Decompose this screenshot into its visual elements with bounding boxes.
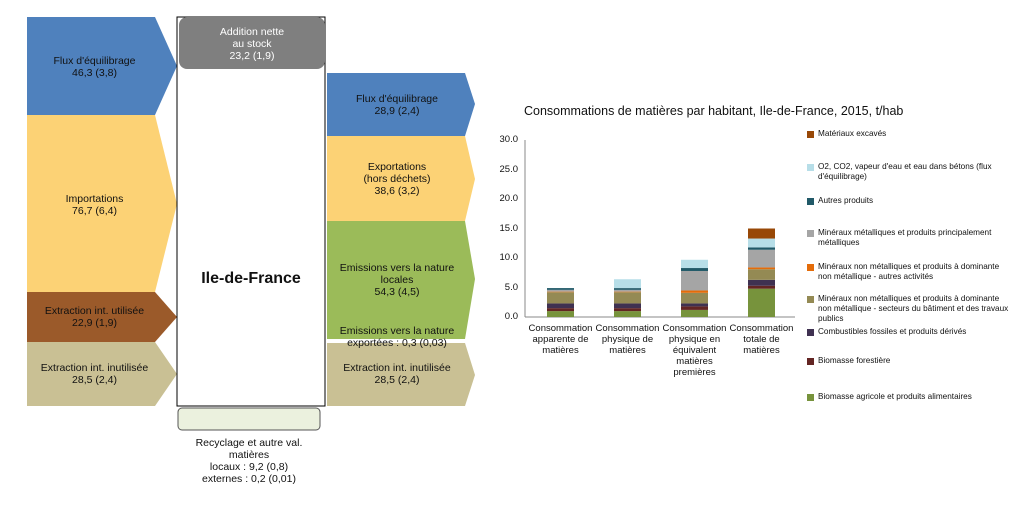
y-tick-label: 30.0	[499, 134, 519, 145]
bar-segment	[681, 290, 708, 293]
category-label: Consommation apparente de matières	[528, 323, 593, 356]
legend-label: Minéraux métalliques et produits princip…	[818, 228, 992, 247]
left-flow-extraction-used-arrow	[27, 292, 177, 342]
bar-segment	[614, 289, 641, 292]
bar-segment	[547, 303, 574, 309]
legend-label: Minéraux non métalliques et produits à d…	[818, 262, 1000, 281]
legend-swatch	[807, 358, 814, 365]
bar-segment	[681, 270, 708, 291]
legend-swatch	[807, 230, 814, 237]
bar-segment	[614, 308, 641, 312]
bar-segment	[681, 306, 708, 310]
right-flow-balancing-label: Flux d'équilibrage 28,9 (2,4)	[356, 93, 438, 117]
bar-segment	[614, 279, 641, 289]
legend-swatch	[807, 264, 814, 271]
y-tick-label: 5.0	[504, 281, 518, 293]
right-flow-extraction-unused-arrow	[327, 343, 475, 406]
stock-addition-label: Addition nette au stock 23,2 (1,9)	[219, 26, 285, 62]
legend-label: Matériaux excavés	[818, 129, 887, 138]
bar-segment	[681, 309, 708, 317]
bar-segment	[748, 238, 775, 248]
y-tick-label: 25.0	[499, 163, 519, 175]
legend-swatch	[807, 198, 814, 205]
y-tick-label: 15.0	[499, 222, 519, 234]
bar-segment	[748, 247, 775, 250]
y-tick-label: 20.0	[499, 193, 519, 204]
bar-segment	[748, 249, 775, 268]
left-flow-extraction-used-label: Extraction int. utilisée 22,9 (1,9)	[44, 305, 145, 329]
legend-swatch	[807, 296, 814, 303]
legend-label: Combustibles fossiles et produits dérivé…	[818, 327, 967, 336]
legend-swatch	[807, 131, 814, 138]
stock-addition-box	[179, 17, 325, 69]
bar-segment	[748, 285, 775, 289]
left-flow-balancing-label: Flux d'équilibrage 46,3 (3,8)	[53, 55, 136, 79]
right-flow-local-emissions-arrow	[327, 221, 475, 339]
bar-segment	[748, 279, 775, 286]
right-flow-extraction-unused-label: Extraction int. inutilisée 28,5 (2,4)	[343, 362, 451, 386]
bar-segment	[547, 289, 574, 292]
y-tick-label: 10.0	[499, 252, 519, 263]
bar-segment	[681, 303, 708, 307]
left-flow-imports-label: Importations 76,7 (6,4)	[65, 193, 124, 217]
bar-segment	[547, 291, 574, 293]
bar-segment	[614, 292, 641, 304]
right-flow-local-emissions-label: Emissions vers la nature locales 54,3 (4…	[339, 262, 455, 298]
bar-segment	[748, 269, 775, 280]
recycling-box	[177, 407, 321, 431]
legend-label: Minéraux non métalliques et produits à d…	[818, 294, 1009, 323]
right-flow-exports-label: Exportations (hors déchets) 38,6 (3,2)	[363, 161, 431, 197]
category-label: Consommation totale de matières	[729, 323, 794, 356]
legend-label: Biomasse agricole et produits alimentair…	[818, 392, 972, 401]
center-region-label: Ile-de-France	[201, 270, 301, 287]
category-label: Consommation physique en équivalent mati…	[662, 323, 727, 378]
bar-segment	[614, 288, 641, 290]
legend-swatch	[807, 164, 814, 171]
legend-swatch	[807, 394, 814, 401]
right-flow-balancing-arrow	[327, 73, 475, 136]
recycling-label: Recyclage et autre val. matières locaux …	[195, 437, 303, 485]
right-flow-exports-arrow	[327, 136, 475, 221]
bar-segment	[547, 311, 574, 317]
bar-segment	[547, 308, 574, 312]
bar-segment	[681, 268, 708, 271]
legend-label: Autres produits	[818, 196, 874, 205]
bar-segment	[547, 288, 574, 290]
bar-segment	[614, 311, 641, 317]
bar-segment	[681, 259, 708, 269]
y-tick-label: 0.0	[504, 311, 518, 322]
bar-segment	[748, 267, 775, 270]
left-flow-balancing-arrow	[27, 17, 177, 115]
legend-swatch	[807, 329, 814, 336]
bar-segment	[614, 303, 641, 309]
bar-segment	[681, 292, 708, 304]
legend-label: Biomasse forestière	[818, 356, 891, 365]
bar-segment	[748, 288, 775, 317]
left-flow-extraction-unused-arrow	[27, 342, 177, 406]
bar-segment	[614, 291, 641, 293]
bar-segment	[748, 228, 775, 239]
left-flow-imports-arrow	[27, 115, 177, 292]
bar-segment	[547, 292, 574, 304]
right-flow-exported-emissions-label: Emissions vers la nature exportées : 0,3…	[339, 325, 455, 349]
left-flow-extraction-unused-label: Extraction int. inutilisée 28,5 (2,4)	[40, 362, 149, 386]
center-region-box	[176, 16, 326, 407]
category-label: Consommation physique de matières	[595, 323, 660, 356]
chart-title: Consommations de matières par habitant, …	[524, 104, 904, 118]
legend-label: O2, CO2, vapeur d'eau et eau dans bétons…	[818, 162, 992, 181]
consumption-chart	[524, 140, 795, 318]
